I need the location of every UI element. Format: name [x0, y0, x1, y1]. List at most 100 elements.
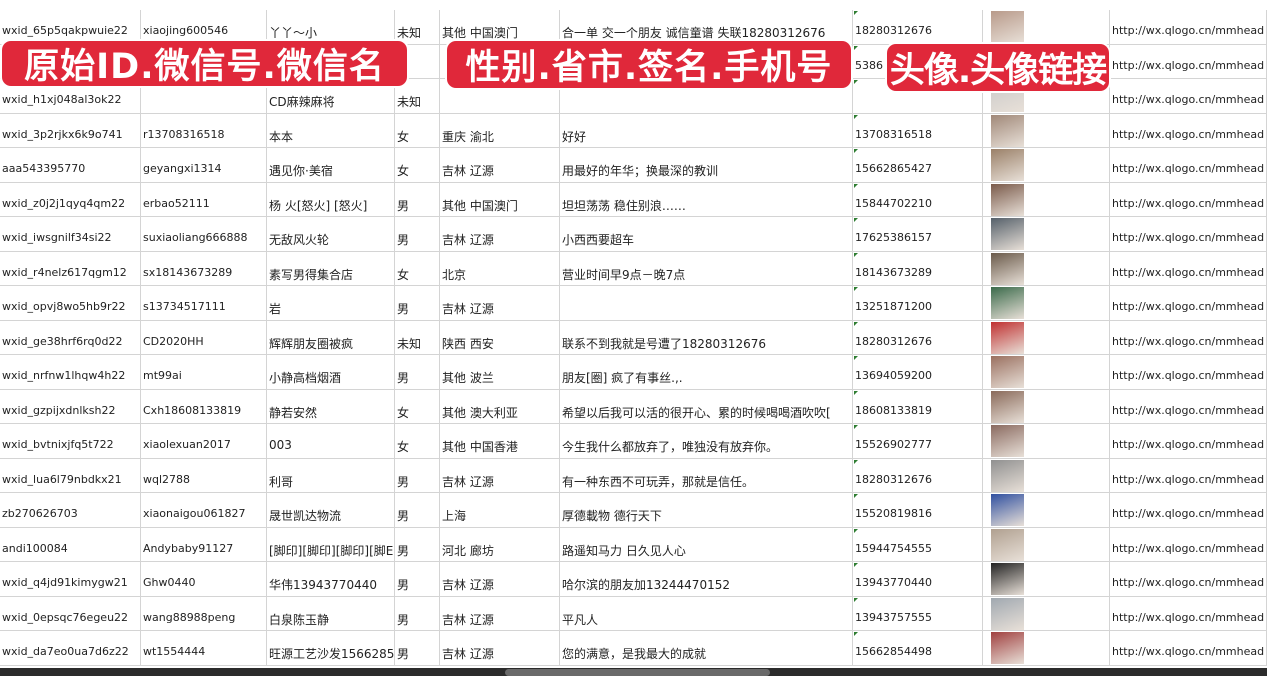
cell-wechat-id[interactable]: suxiaoliang666888: [141, 217, 267, 251]
cell-avatar-url[interactable]: http://wx.qlogo.cn/mmhead: [1110, 148, 1267, 182]
cell-avatar[interactable]: [983, 217, 1110, 251]
cell-wechat-id[interactable]: erbao52111: [141, 182, 267, 216]
cell-wechat-id[interactable]: Andybaby91127: [141, 527, 267, 561]
cell-avatar[interactable]: [983, 493, 1110, 527]
cell-signature[interactable]: 希望以后我可以活的很开心、累的时候喝喝酒吹吹[: [560, 389, 853, 423]
cell-wechat-id[interactable]: wang88988peng: [141, 596, 267, 630]
cell-avatar[interactable]: [983, 596, 1110, 630]
cell-gender[interactable]: 未知: [395, 320, 440, 354]
cell-region[interactable]: [440, 79, 560, 113]
cell-avatar-url[interactable]: http://wx.qlogo.cn/mmhead: [1110, 631, 1267, 665]
cell-original-id[interactable]: wxid_65p5qakpwuie22: [0, 10, 141, 44]
cell-region[interactable]: 重庆 渝北: [440, 113, 560, 147]
cell-wechat-name[interactable]: 小静高档烟酒: [267, 355, 395, 389]
cell-region[interactable]: 上海: [440, 493, 560, 527]
cell-avatar[interactable]: [983, 458, 1110, 492]
cell-region[interactable]: 吉林 辽源: [440, 217, 560, 251]
cell-gender[interactable]: 男: [395, 562, 440, 596]
cell-original-id[interactable]: wxid_da7eo0ua7d6z22: [0, 631, 141, 665]
cell-wechat-name[interactable]: CD麻辣麻将: [267, 79, 395, 113]
cell-wechat-name[interactable]: 003: [267, 424, 395, 458]
cell-original-id[interactable]: wxid_r4nelz617qgm12: [0, 251, 141, 285]
cell-gender[interactable]: 未知: [395, 10, 440, 44]
cell-avatar-url[interactable]: http://wx.qlogo.cn/mmhead: [1110, 424, 1267, 458]
cell-signature[interactable]: 厚德載物 德行天下: [560, 493, 853, 527]
cell-region[interactable]: 吉林 辽源: [440, 286, 560, 320]
cell-region[interactable]: 吉林 辽源: [440, 458, 560, 492]
cell-avatar-url[interactable]: http://wx.qlogo.cn/mmhead: [1110, 251, 1267, 285]
cell-phone[interactable]: 13694059200: [853, 355, 983, 389]
cell-avatar-url[interactable]: http://wx.qlogo.cn/mmhead: [1110, 320, 1267, 354]
cell-gender[interactable]: 女: [395, 389, 440, 423]
cell-signature[interactable]: 合一单 交一个朋友 诚信童谱 失联18280312676: [560, 10, 853, 44]
cell-phone[interactable]: [853, 79, 983, 113]
cell-avatar-url[interactable]: http://wx.qlogo.cn/mmhead: [1110, 355, 1267, 389]
cell-region[interactable]: 吉林 辽源: [440, 562, 560, 596]
cell-avatar[interactable]: [983, 320, 1110, 354]
cell-signature[interactable]: [560, 286, 853, 320]
cell-original-id[interactable]: wxid_nrfnw1lhqw4h22: [0, 355, 141, 389]
cell-signature[interactable]: [560, 44, 853, 78]
cell-gender[interactable]: 男: [395, 182, 440, 216]
cell-gender[interactable]: 男: [395, 217, 440, 251]
cell-avatar[interactable]: [983, 182, 1110, 216]
cell-avatar-url[interactable]: http://wx.qlogo.cn/mmhead: [1110, 596, 1267, 630]
cell-signature[interactable]: 平凡人: [560, 596, 853, 630]
cell-signature[interactable]: 小西西要超车: [560, 217, 853, 251]
cell-wechat-name[interactable]: [脚印][脚印][脚印][脚E: [267, 527, 395, 561]
cell-phone[interactable]: 18608133819: [853, 389, 983, 423]
cell-original-id[interactable]: wxid_3p2rjkx6k9o741: [0, 113, 141, 147]
cell-avatar-url[interactable]: http://wx.qlogo.cn/mmhead: [1110, 389, 1267, 423]
cell-signature[interactable]: 营业时间早9点－晚7点: [560, 251, 853, 285]
cell-wechat-id[interactable]: geyangxi1314: [141, 148, 267, 182]
cell-original-id[interactable]: aaa543395770: [0, 148, 141, 182]
cell-signature[interactable]: 用最好的年华；换最深的教训: [560, 148, 853, 182]
cell-avatar-url[interactable]: http://wx.qlogo.cn/mmhead: [1110, 562, 1267, 596]
cell-region[interactable]: 吉林 辽源: [440, 596, 560, 630]
cell-region[interactable]: 河北 廊坊: [440, 527, 560, 561]
cell-original-id[interactable]: wxid_gzpijxdnlksh22: [0, 389, 141, 423]
cell-wechat-name[interactable]: 杨 火[怒火] [怒火]: [267, 182, 395, 216]
cell-gender[interactable]: 男: [395, 527, 440, 561]
cell-avatar[interactable]: [983, 286, 1110, 320]
cell-region[interactable]: 陕西 西安: [440, 320, 560, 354]
cell-region[interactable]: 其他 中国香港: [440, 424, 560, 458]
cell-wechat-name[interactable]: 辉辉朋友圈被疯: [267, 320, 395, 354]
cell-wechat-name[interactable]: 静若安然: [267, 389, 395, 423]
cell-region[interactable]: 吉林 辽源: [440, 631, 560, 665]
cell-region[interactable]: 其他 中国澳门: [440, 182, 560, 216]
cell-region[interactable]: 其他 中国澳门: [440, 10, 560, 44]
cell-wechat-name[interactable]: 华伟13943770440: [267, 562, 395, 596]
cell-avatar-url[interactable]: http://wx.qlogo.cn/mmhead: [1110, 493, 1267, 527]
cell-wechat-id[interactable]: [141, 79, 267, 113]
cell-phone[interactable]: 13708316518: [853, 113, 983, 147]
cell-avatar-url[interactable]: http://wx.qlogo.cn/mmhead: [1110, 10, 1267, 44]
cell-gender[interactable]: 女: [395, 148, 440, 182]
cell-gender[interactable]: [395, 44, 440, 78]
cell-avatar-url[interactable]: http://wx.qlogo.cn/mmhead: [1110, 44, 1267, 78]
cell-gender[interactable]: 男: [395, 493, 440, 527]
cell-wechat-id[interactable]: CD2020HH: [141, 320, 267, 354]
cell-avatar[interactable]: [983, 10, 1110, 44]
cell-signature[interactable]: 坦坦荡荡 稳住别浪……: [560, 182, 853, 216]
cell-original-id[interactable]: wxid_q4jd91kimygw21: [0, 562, 141, 596]
cell-wechat-name[interactable]: 遇见你·美宿: [267, 148, 395, 182]
cell-avatar[interactable]: [983, 251, 1110, 285]
cell-phone[interactable]: 13251871200: [853, 286, 983, 320]
cell-signature[interactable]: 联系不到我就是号遭了18280312676: [560, 320, 853, 354]
cell-wechat-name[interactable]: 利哥: [267, 458, 395, 492]
cell-avatar[interactable]: [983, 631, 1110, 665]
cell-original-id[interactable]: wxid_z0j2j1qyq4qm22: [0, 182, 141, 216]
cell-gender[interactable]: 女: [395, 424, 440, 458]
cell-wechat-id[interactable]: xiaojing600546: [141, 10, 267, 44]
cell-phone[interactable]: 15662865427: [853, 148, 983, 182]
cell-avatar-url[interactable]: http://wx.qlogo.cn/mmhead: [1110, 182, 1267, 216]
cell-wechat-id[interactable]: wql2788: [141, 458, 267, 492]
cell-gender[interactable]: 男: [395, 286, 440, 320]
cell-original-id[interactable]: wxid_iwsgnilf34si22: [0, 217, 141, 251]
cell-avatar[interactable]: [983, 113, 1110, 147]
cell-wechat-name[interactable]: 无敌风火轮: [267, 217, 395, 251]
cell-avatar-url[interactable]: http://wx.qlogo.cn/mmhead: [1110, 458, 1267, 492]
cell-region[interactable]: 吉林 辽源: [440, 148, 560, 182]
cell-gender[interactable]: 男: [395, 596, 440, 630]
